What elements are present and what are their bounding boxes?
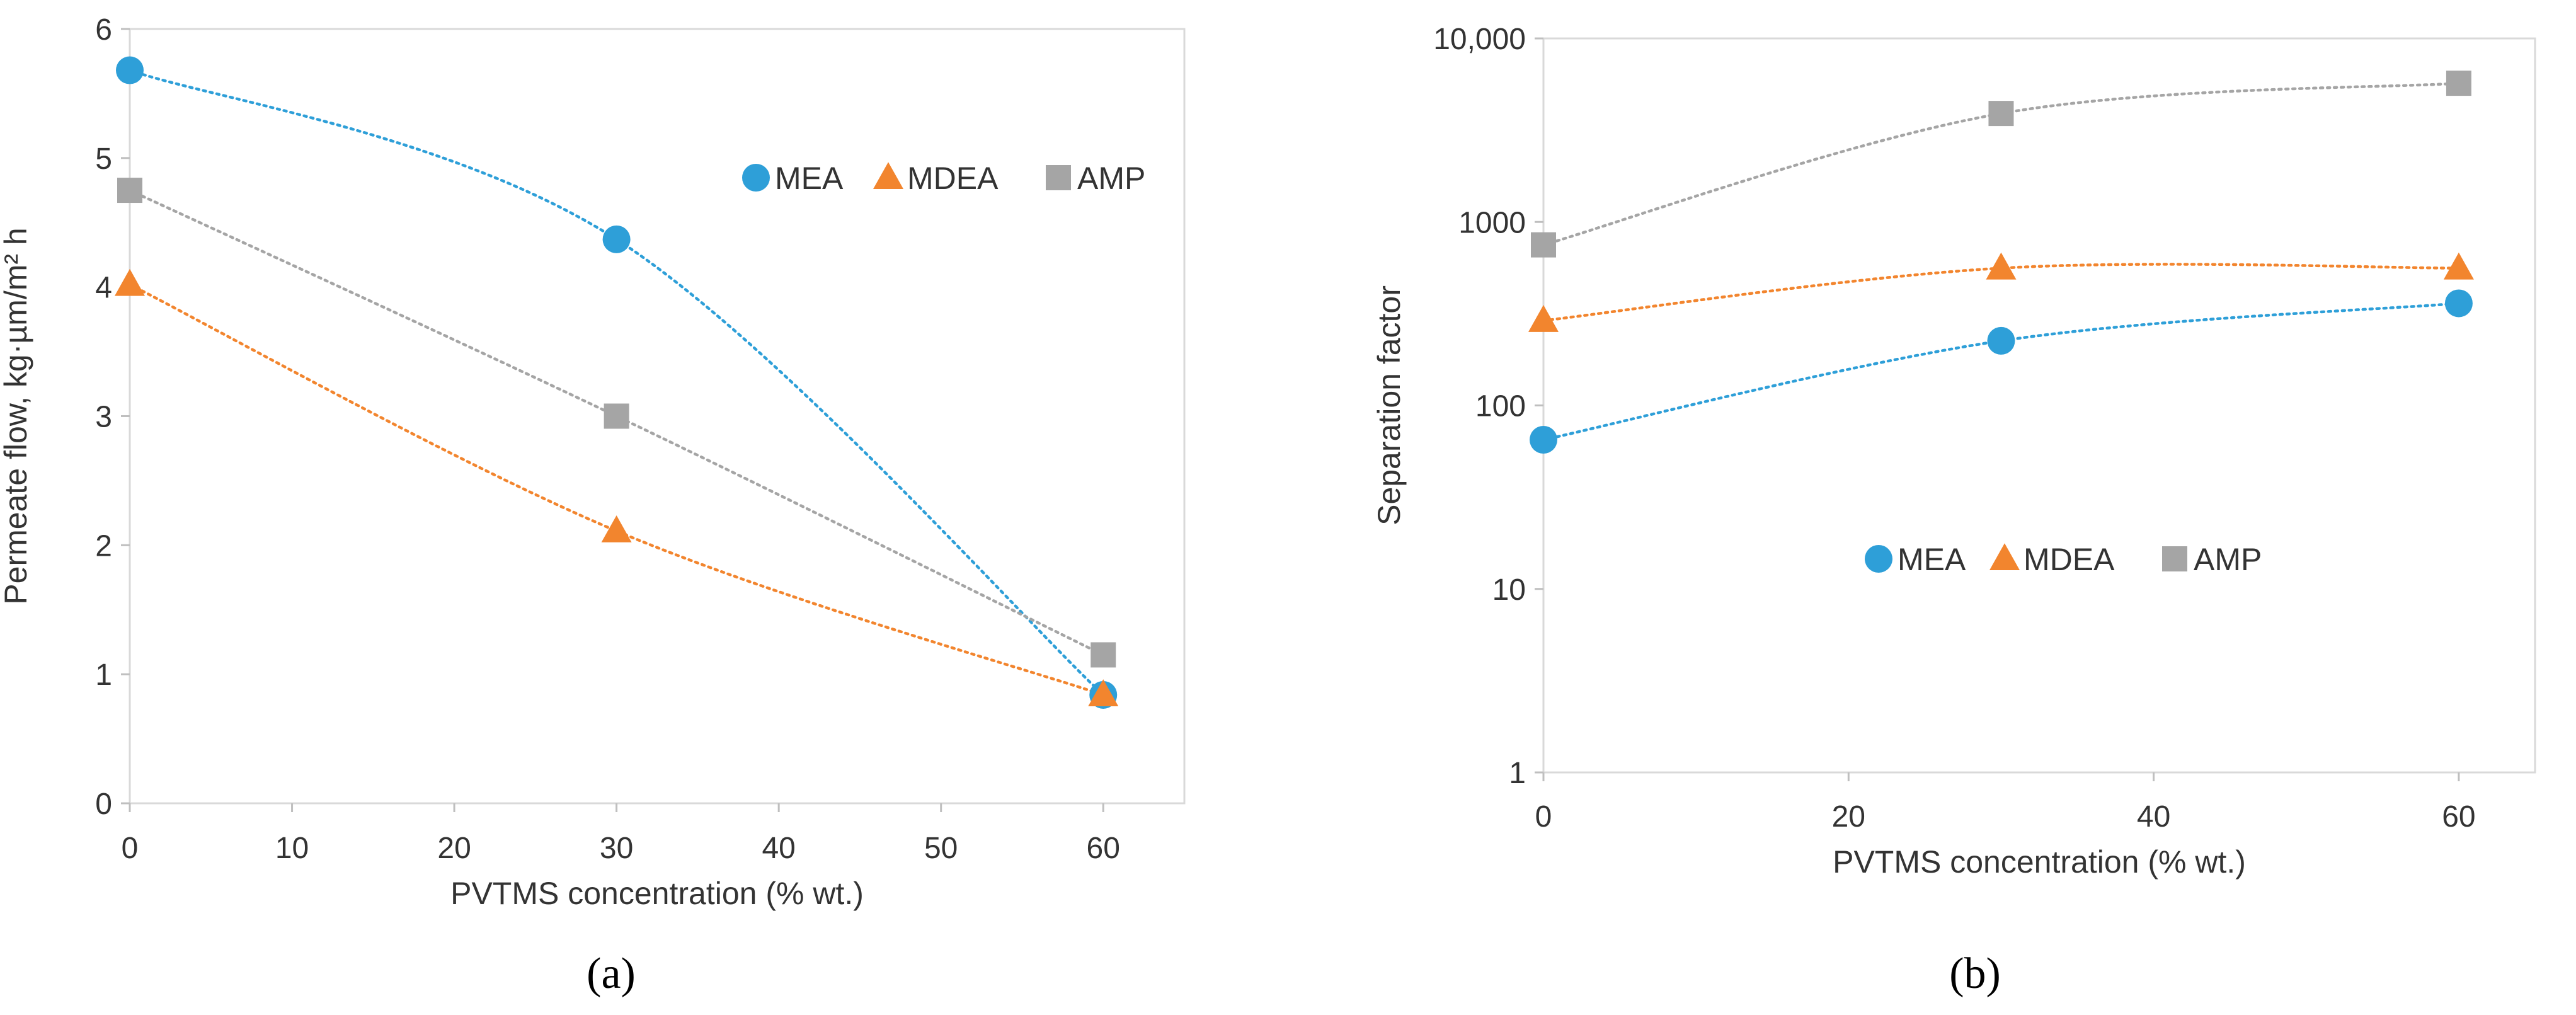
point-mdea [1986, 252, 2017, 280]
y-tick-label: 1 [1509, 757, 1526, 790]
legend-label-mdea: MDEA [907, 161, 999, 196]
x-tick-label: 20 [437, 832, 471, 865]
y-tick-label: 1000 [1458, 206, 1526, 239]
point-mea [1987, 326, 2015, 355]
y-tick-label: 10,000 [1433, 23, 1526, 56]
point-mea [116, 56, 144, 84]
legend: MEA MDEA AMP [1865, 542, 2262, 577]
point-amp [117, 178, 142, 204]
legend-label-amp: AMP [1077, 161, 1145, 196]
legend-label-amp: AMP [2194, 542, 2262, 577]
x-tick-label: 0 [1535, 800, 1552, 834]
legend-label-mdea: MDEA [2024, 542, 2115, 577]
y-tick-label: 3 [95, 401, 112, 434]
legend: MEA MDEA AMP [742, 161, 1145, 196]
y-tick-label: 2 [95, 529, 112, 563]
legend-marker-amp [2162, 546, 2187, 571]
legend-marker-mdea [873, 162, 903, 189]
y-tick-label: 5 [95, 142, 112, 176]
point-amp [1988, 101, 2014, 127]
legend-marker-mea [742, 164, 770, 192]
point-amp [1531, 232, 1556, 258]
x-tick-label: 60 [2442, 800, 2475, 834]
point-amp [604, 403, 629, 429]
legend-marker-amp [1046, 165, 1071, 190]
plot-area [129, 28, 1186, 805]
trendline-amp [1542, 81, 2461, 246]
point-mea [602, 225, 631, 253]
figure-caption: (a) [587, 949, 636, 998]
y-tick-label: 0 [95, 788, 112, 821]
x-tick-label: 30 [600, 832, 633, 865]
y-tick-label: 4 [95, 272, 112, 305]
x-tick-label: 40 [2137, 800, 2170, 834]
point-amp [2446, 71, 2471, 96]
point-amp [1091, 642, 1116, 668]
figure-caption: (b) [1949, 949, 2001, 998]
legend-label-mea: MEA [1898, 542, 1966, 577]
y-tick-label: 1 [95, 658, 112, 692]
x-axis-label: PVTMS concentration (% wt.) [1833, 844, 2246, 880]
x-axis-label: PVTMS concentration (% wt.) [450, 876, 864, 911]
x-tick-label: 60 [1087, 832, 1120, 865]
y-axis-label: Separation factor [1371, 285, 1407, 525]
x-tick-label: 40 [762, 832, 795, 865]
trendline-mea [1542, 302, 2461, 442]
point-mdea [601, 515, 632, 542]
x-tick-label: 20 [1832, 800, 1865, 834]
trendline-mea [128, 69, 1105, 697]
y-axis-label: Permeate flow, kg·µm/m² h [0, 227, 33, 604]
y-tick-label: 6 [95, 13, 112, 47]
legend-label-mea: MEA [775, 161, 844, 196]
x-tick-label: 0 [122, 832, 139, 865]
point-mdea [1088, 679, 1119, 706]
legend-marker-mdea [1989, 543, 2020, 570]
legend-marker-mea [1865, 545, 1892, 573]
point-mdea [1528, 305, 1559, 332]
point-mdea [2443, 252, 2474, 280]
x-tick-label: 10 [275, 832, 309, 865]
x-tick-label: 50 [924, 832, 958, 865]
point-mea [1530, 425, 1557, 454]
y-tick-label: 10 [1492, 573, 1526, 607]
y-tick-label: 100 [1475, 390, 1526, 423]
chart-b: 1 10 100 1000 10,000 0 20 40 60 PVTMS concentrati… [1371, 23, 2536, 998]
point-mdea [115, 268, 145, 296]
point-mea [2444, 289, 2473, 318]
trendline-mdea [128, 283, 1105, 697]
